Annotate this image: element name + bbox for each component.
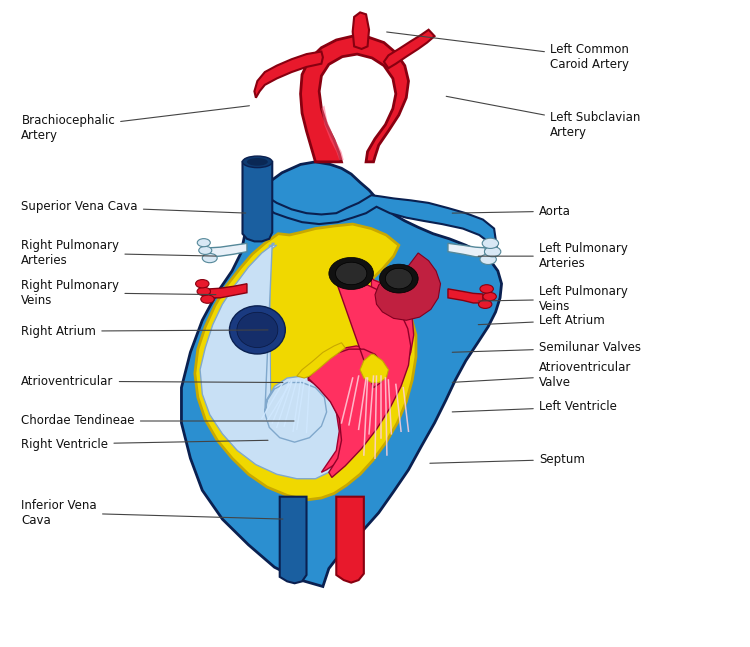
- Text: Left Ventricle: Left Ventricle: [452, 400, 616, 413]
- Ellipse shape: [480, 254, 496, 265]
- Text: Right Ventricle: Right Ventricle: [22, 437, 268, 450]
- Ellipse shape: [242, 156, 272, 168]
- Ellipse shape: [201, 295, 214, 303]
- Polygon shape: [204, 245, 336, 476]
- Polygon shape: [210, 243, 247, 257]
- Text: Aorta: Aorta: [452, 204, 571, 218]
- Polygon shape: [352, 12, 369, 49]
- Polygon shape: [297, 343, 345, 378]
- Text: Left Pulmonary
Arteries: Left Pulmonary Arteries: [478, 242, 628, 270]
- Ellipse shape: [230, 306, 285, 354]
- Ellipse shape: [482, 238, 499, 248]
- Ellipse shape: [483, 292, 496, 301]
- Ellipse shape: [197, 287, 211, 296]
- Ellipse shape: [237, 313, 278, 347]
- Polygon shape: [308, 280, 411, 477]
- Text: Left Atrium: Left Atrium: [478, 314, 604, 327]
- Text: Left Common
Caroid Artery: Left Common Caroid Artery: [387, 32, 629, 71]
- Polygon shape: [280, 497, 307, 584]
- Polygon shape: [242, 162, 272, 241]
- Polygon shape: [210, 284, 247, 298]
- Text: Superior Vena Cava: Superior Vena Cava: [22, 201, 246, 214]
- Polygon shape: [182, 162, 502, 586]
- Polygon shape: [248, 162, 498, 254]
- Ellipse shape: [196, 280, 209, 288]
- Ellipse shape: [197, 239, 210, 247]
- Polygon shape: [308, 278, 414, 472]
- Polygon shape: [384, 30, 434, 68]
- Polygon shape: [336, 497, 364, 583]
- Polygon shape: [254, 52, 323, 98]
- Ellipse shape: [380, 264, 419, 293]
- Text: Inferior Vena
Cava: Inferior Vena Cava: [22, 499, 283, 527]
- Text: Semilunar Valves: Semilunar Valves: [452, 342, 640, 355]
- Ellipse shape: [328, 258, 374, 289]
- Text: Right Pulmonary
Arteries: Right Pulmonary Arteries: [22, 239, 216, 267]
- Polygon shape: [195, 224, 416, 500]
- Polygon shape: [448, 243, 485, 257]
- Ellipse shape: [247, 158, 268, 166]
- Ellipse shape: [199, 247, 211, 254]
- Ellipse shape: [478, 300, 492, 309]
- Text: Brachiocephalic
Artery: Brachiocephalic Artery: [22, 105, 250, 142]
- Ellipse shape: [386, 269, 412, 289]
- Polygon shape: [448, 289, 483, 303]
- Polygon shape: [360, 355, 388, 382]
- Text: Atrioventricular
Valve: Atrioventricular Valve: [452, 361, 632, 389]
- Polygon shape: [322, 105, 344, 160]
- Text: Chordae Tendineae: Chordae Tendineae: [22, 415, 294, 428]
- Ellipse shape: [484, 247, 501, 257]
- Polygon shape: [301, 36, 409, 162]
- Polygon shape: [375, 253, 440, 320]
- Text: Left Subclavian
Artery: Left Subclavian Artery: [446, 96, 640, 138]
- Polygon shape: [200, 243, 341, 479]
- Text: Septum: Septum: [430, 453, 585, 466]
- Text: Atrioventricular: Atrioventricular: [22, 375, 283, 388]
- Text: Right Atrium: Right Atrium: [22, 325, 268, 338]
- Ellipse shape: [480, 285, 494, 293]
- Ellipse shape: [335, 262, 367, 285]
- Text: Right Pulmonary
Veins: Right Pulmonary Veins: [22, 279, 216, 307]
- Text: Left Pulmonary
Veins: Left Pulmonary Veins: [478, 285, 628, 313]
- Ellipse shape: [202, 254, 217, 263]
